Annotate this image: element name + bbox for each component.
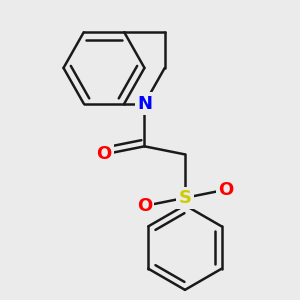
Text: N: N: [137, 94, 152, 112]
Text: O: O: [137, 197, 152, 215]
Text: S: S: [178, 189, 191, 207]
Text: O: O: [96, 146, 112, 164]
Text: O: O: [218, 181, 233, 199]
